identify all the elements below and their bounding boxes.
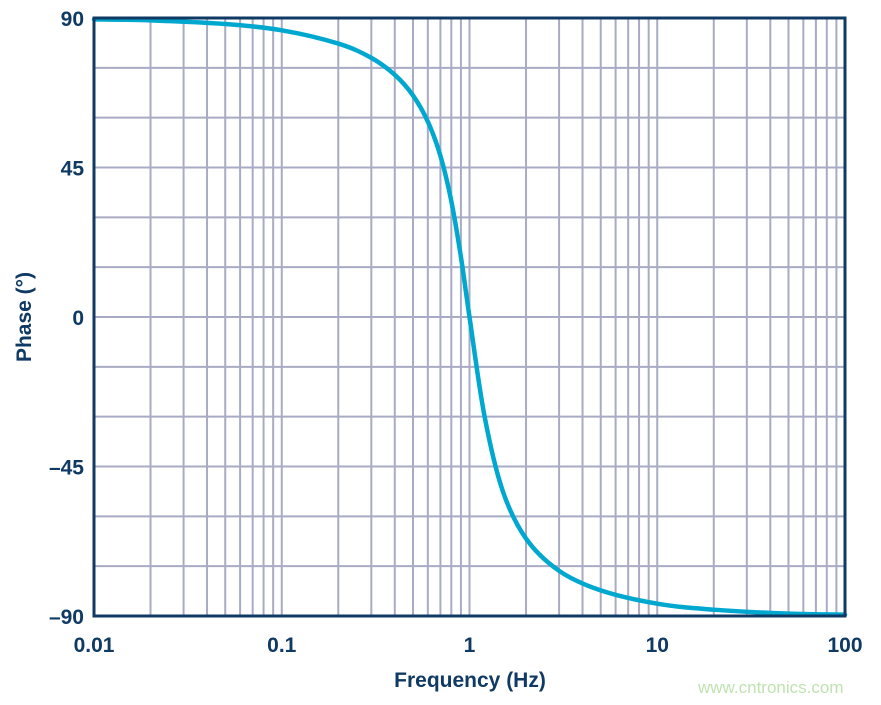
x-axis-label: Frequency (Hz) (394, 669, 546, 692)
x-tick-label: 0.01 (74, 634, 115, 657)
y-tick-label: 45 (61, 158, 85, 181)
plot-frame (92, 16, 847, 618)
y-tick-label: 0 (72, 307, 84, 330)
y-tick-label: –90 (49, 606, 84, 629)
watermark: www.cntronics.com (698, 678, 844, 697)
grid (94, 18, 845, 616)
x-tick-label: 10 (646, 634, 669, 657)
series-line (91, 17, 848, 617)
y-tick-label: –45 (49, 457, 84, 480)
x-tick-label: 0.1 (267, 634, 297, 657)
phase-curve (91, 17, 848, 617)
y-axis-label: Phase (°) (13, 272, 36, 362)
x-tick-label: 1 (464, 634, 476, 657)
y-tick-labels: 90 45 0 –45 –90 (49, 8, 84, 629)
x-tick-label: 100 (827, 634, 862, 657)
y-tick-label: 90 (61, 8, 84, 31)
x-tick-labels: 0.01 0.1 1 10 100 (74, 634, 863, 657)
